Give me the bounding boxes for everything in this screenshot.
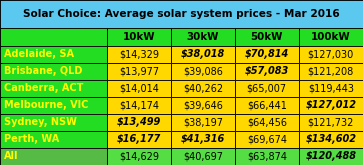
- Bar: [107, 46, 171, 63]
- Text: $13,499: $13,499: [117, 117, 161, 127]
- Text: 30kW: 30kW: [187, 32, 219, 42]
- Text: Sydney, NSW: Sydney, NSW: [4, 117, 77, 127]
- Text: $70,814: $70,814: [245, 49, 289, 59]
- Bar: [235, 148, 299, 165]
- Text: $16,177: $16,177: [117, 134, 161, 145]
- Bar: [107, 131, 171, 148]
- Bar: [235, 131, 299, 148]
- Bar: [0, 114, 107, 131]
- Bar: [0, 148, 107, 165]
- Bar: [0, 97, 107, 114]
- Bar: [299, 80, 363, 97]
- Bar: [171, 28, 235, 46]
- Bar: [235, 97, 299, 114]
- Bar: [171, 80, 235, 97]
- Text: Adelaide, SA: Adelaide, SA: [4, 49, 74, 59]
- Text: $121,732: $121,732: [308, 117, 354, 127]
- Text: Solar Choice: Average solar system prices - Mar 2016: Solar Choice: Average solar system price…: [23, 9, 340, 19]
- Bar: [0, 63, 107, 80]
- Bar: [107, 80, 171, 97]
- Text: $127,012: $127,012: [305, 100, 356, 110]
- Text: $64,456: $64,456: [247, 117, 287, 127]
- Text: $121,208: $121,208: [308, 66, 354, 76]
- Bar: [299, 148, 363, 165]
- Bar: [0, 46, 107, 63]
- Text: $119,443: $119,443: [308, 83, 354, 93]
- Text: $38,197: $38,197: [183, 117, 223, 127]
- Text: $14,329: $14,329: [119, 49, 159, 59]
- Text: $41,316: $41,316: [181, 134, 225, 145]
- Bar: [299, 28, 363, 46]
- Bar: [171, 114, 235, 131]
- Text: Melbourne, VIC: Melbourne, VIC: [4, 100, 88, 110]
- Bar: [299, 46, 363, 63]
- Bar: [235, 80, 299, 97]
- Text: All: All: [4, 151, 18, 162]
- Text: Brisbane, QLD: Brisbane, QLD: [4, 66, 82, 76]
- Text: $120,488: $120,488: [305, 151, 356, 162]
- Bar: [171, 148, 235, 165]
- Bar: [235, 46, 299, 63]
- Bar: [171, 46, 235, 63]
- Bar: [299, 97, 363, 114]
- Text: Perth, WA: Perth, WA: [4, 134, 59, 145]
- Bar: [299, 131, 363, 148]
- Bar: [171, 63, 235, 80]
- Bar: [0, 131, 107, 148]
- Text: $63,874: $63,874: [247, 151, 287, 162]
- Bar: [0, 0, 363, 28]
- Text: $40,697: $40,697: [183, 151, 223, 162]
- Text: $39,646: $39,646: [183, 100, 223, 110]
- Text: $14,629: $14,629: [119, 151, 159, 162]
- Bar: [235, 114, 299, 131]
- Bar: [107, 63, 171, 80]
- Text: $65,007: $65,007: [247, 83, 287, 93]
- Bar: [0, 80, 107, 97]
- Bar: [107, 97, 171, 114]
- Text: $39,086: $39,086: [183, 66, 223, 76]
- Text: 100kW: 100kW: [311, 32, 351, 42]
- Text: $14,014: $14,014: [119, 83, 159, 93]
- Text: $127,030: $127,030: [308, 49, 354, 59]
- Text: 50kW: 50kW: [250, 32, 283, 42]
- Text: Canberra, ACT: Canberra, ACT: [4, 83, 83, 93]
- Text: $38,018: $38,018: [181, 49, 225, 59]
- Text: $14,174: $14,174: [119, 100, 159, 110]
- Bar: [235, 63, 299, 80]
- Text: $13,977: $13,977: [119, 66, 159, 76]
- Bar: [107, 114, 171, 131]
- Text: $57,083: $57,083: [245, 66, 289, 76]
- Text: 10kW: 10kW: [123, 32, 155, 42]
- Bar: [0, 28, 107, 46]
- Bar: [235, 28, 299, 46]
- Bar: [171, 131, 235, 148]
- Text: $66,441: $66,441: [247, 100, 287, 110]
- Bar: [107, 148, 171, 165]
- Bar: [299, 114, 363, 131]
- Bar: [299, 63, 363, 80]
- Text: $134,602: $134,602: [305, 134, 356, 145]
- Text: $40,262: $40,262: [183, 83, 223, 93]
- Text: $69,674: $69,674: [247, 134, 287, 145]
- Bar: [171, 97, 235, 114]
- Bar: [107, 28, 171, 46]
